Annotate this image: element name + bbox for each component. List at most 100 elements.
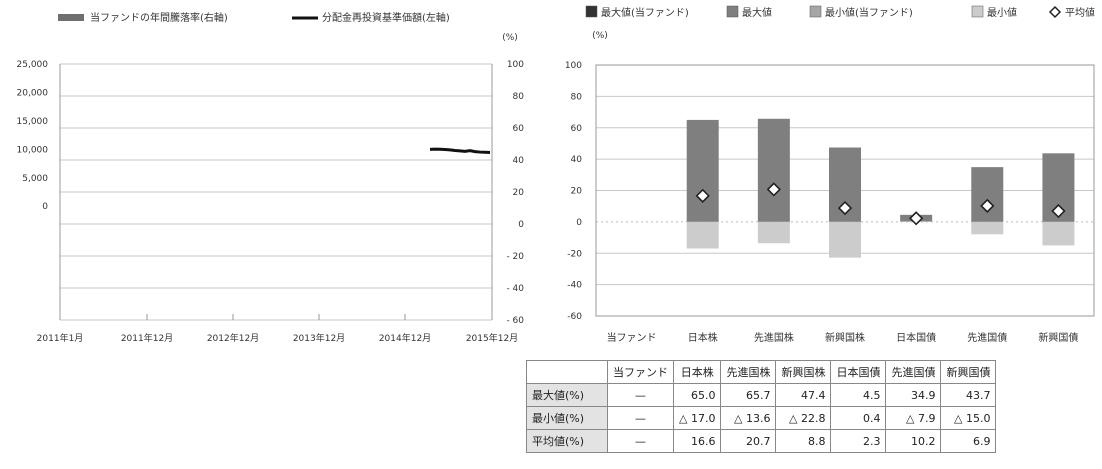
legend-label-nav-line: 分配金再投資基準価額(左軸) xyxy=(322,11,450,24)
min-bar xyxy=(1042,221,1075,246)
right-axis-tick-label: 20 xyxy=(513,188,525,198)
legend-swatch-max xyxy=(726,5,739,18)
table-cell: 34.9 xyxy=(885,383,942,407)
table-cell: △ 7.9 xyxy=(885,406,942,430)
table-cell: — xyxy=(607,429,674,453)
min-bar xyxy=(971,221,1004,235)
table-row-label: 最小値(%) xyxy=(526,406,608,430)
legend-label-fund_max: 最大値(当ファンド) xyxy=(601,6,689,19)
table-cell: — xyxy=(607,383,674,407)
legend-label-return-bar: 当ファンドの年間騰落率(右軸) xyxy=(90,11,228,24)
table-cell: 0.4 xyxy=(830,406,887,430)
avg-marker xyxy=(909,211,924,226)
table-header-row: 当ファンド 日本株 先進国株 新興国株 日本国債 先進国債 新興国債 xyxy=(526,360,997,384)
avg-marker xyxy=(1051,203,1066,219)
right-axis-tick-label: 60 xyxy=(513,124,525,134)
plot-frame xyxy=(595,64,1095,317)
nav-series-line xyxy=(429,147,491,154)
table-header-cell: 当ファンド xyxy=(607,360,674,384)
legend-swatch-avg xyxy=(1048,5,1062,19)
y-axis-tick-label: -60 xyxy=(567,312,582,322)
table-cell: 8.8 xyxy=(775,429,832,453)
avg-marker xyxy=(766,182,781,197)
max-bar xyxy=(686,119,719,222)
table-header-cell: 日本株 xyxy=(672,360,722,384)
table-cell: 2.3 xyxy=(830,429,887,453)
avg-marker xyxy=(695,188,710,203)
right-axis-tick-label: - 60 xyxy=(506,316,524,326)
left-axis-tick-label: 10,000 xyxy=(17,145,49,155)
left-axis-tick-label: 25,000 xyxy=(17,60,49,70)
nav-line-chart: 当ファンドの年間騰落率(右軸) 分配金再投資基準価額(左軸) (%) 100 80… xyxy=(17,11,525,344)
max-bar xyxy=(757,118,790,222)
y-axis-tick-label: 100 xyxy=(565,61,582,71)
table-corner-cell xyxy=(526,360,608,384)
table-cell: 65.0 xyxy=(672,383,722,407)
table-header-cell: 日本国債 xyxy=(830,360,887,384)
table-row-max: 最大値(%) — 65.0 65.7 47.4 4.5 34.9 43.7 xyxy=(526,383,997,407)
table-cell: △ 17.0 xyxy=(672,406,722,430)
legend-label-min: 最小値 xyxy=(987,6,1017,19)
max-bar xyxy=(971,167,1004,222)
x-axis-tick-label: 2011年12月 xyxy=(121,332,173,344)
y-axis-tick-label: -40 xyxy=(567,281,582,291)
legend-label-fund_min: 最小値(当ファンド) xyxy=(825,6,913,19)
min-bar xyxy=(686,221,719,249)
y-axis-tick-label: -20 xyxy=(567,249,582,259)
legend-label-avg: 平均値 xyxy=(1065,6,1095,19)
legend-swatch-fund_max xyxy=(585,5,598,18)
table-header-cell: 先進国債 xyxy=(885,360,942,384)
legend-swatch-fund_min xyxy=(809,5,822,18)
table-row-label: 最大値(%) xyxy=(526,383,608,407)
table-cell: 6.9 xyxy=(940,429,997,453)
table-cell: 65.7 xyxy=(720,383,777,407)
legend-swatch-min xyxy=(971,5,984,18)
table-header-cell: 新興国株 xyxy=(775,360,832,384)
table-cell: — xyxy=(607,406,674,430)
left-axis-tick-label: 0 xyxy=(42,202,48,212)
y-axis-tick-label: 40 xyxy=(571,155,583,165)
right-axis-tick-label: 0 xyxy=(518,220,524,230)
avg-marker xyxy=(837,200,853,216)
stats-table: 当ファンド 日本株 先進国株 新興国株 日本国債 先進国債 新興国債 最大値(%… xyxy=(526,360,997,453)
right-axis-tick-label: - 20 xyxy=(506,252,524,262)
table-cell: △ 15.0 xyxy=(940,406,997,430)
right-axis-tick-label: 100 xyxy=(507,60,524,70)
table-cell: 43.7 xyxy=(940,383,997,407)
x-axis-category-label: 当ファンド xyxy=(607,331,657,344)
table-row-label: 平均値(%) xyxy=(526,429,608,453)
x-axis-category-label: 新興国株 xyxy=(825,331,865,344)
right-axis-tick-label: 40 xyxy=(513,156,525,166)
table-cell: 47.4 xyxy=(775,383,832,407)
y-axis-tick-label: 60 xyxy=(571,124,583,134)
left-axis-tick-label: 5,000 xyxy=(22,174,48,184)
x-axis-tick-label: 2011年1月 xyxy=(37,332,84,344)
table-cell: △ 13.6 xyxy=(720,406,777,430)
table-header-cell: 新興国債 xyxy=(940,360,997,384)
table-row-min: 最小値(%) — △ 17.0 △ 13.6 △ 22.8 0.4 △ 7.9 … xyxy=(526,406,997,430)
table-row-avg: 平均値(%) — 16.6 20.7 8.8 2.3 10.2 6.9 xyxy=(526,429,997,453)
table-cell: 10.2 xyxy=(885,429,942,453)
legend-swatch-return-bar xyxy=(58,14,84,21)
table-header-cell: 先進国株 xyxy=(720,360,777,384)
x-axis-tick-label: 2014年12月 xyxy=(379,332,431,344)
right-axis-unit: (%) xyxy=(502,33,518,43)
legend-label-max: 最大値 xyxy=(742,6,772,19)
x-axis-tick-label: 2015年12月 xyxy=(466,332,518,344)
x-axis-category-label: 先進国株 xyxy=(754,331,794,344)
table-cell: 4.5 xyxy=(830,383,887,407)
y-axis-tick-label: 20 xyxy=(571,187,583,197)
x-axis-category-label: 新興国債 xyxy=(1038,331,1078,344)
x-axis-category-label: 日本国債 xyxy=(896,331,936,344)
table-cell: 16.6 xyxy=(672,429,722,453)
y-axis-tick-label: 0 xyxy=(576,218,582,228)
avg-marker xyxy=(980,198,995,214)
table-cell: △ 22.8 xyxy=(775,406,832,430)
x-axis-category-label: 日本株 xyxy=(688,331,718,344)
y-axis-tick-label: 80 xyxy=(571,92,583,102)
right-axis-tick-label: - 40 xyxy=(506,284,524,294)
risk-comparison-bar-chart: 最大値(当ファンド) 最大値 最小値(当ファンド) 最小値 平均値 (%) 100 80 6… xyxy=(565,5,1095,344)
left-axis-tick-label: 15,000 xyxy=(17,117,49,127)
x-axis-tick-label: 2012年12月 xyxy=(207,332,259,344)
x-axis-tick-label: 2013年12月 xyxy=(293,332,345,344)
